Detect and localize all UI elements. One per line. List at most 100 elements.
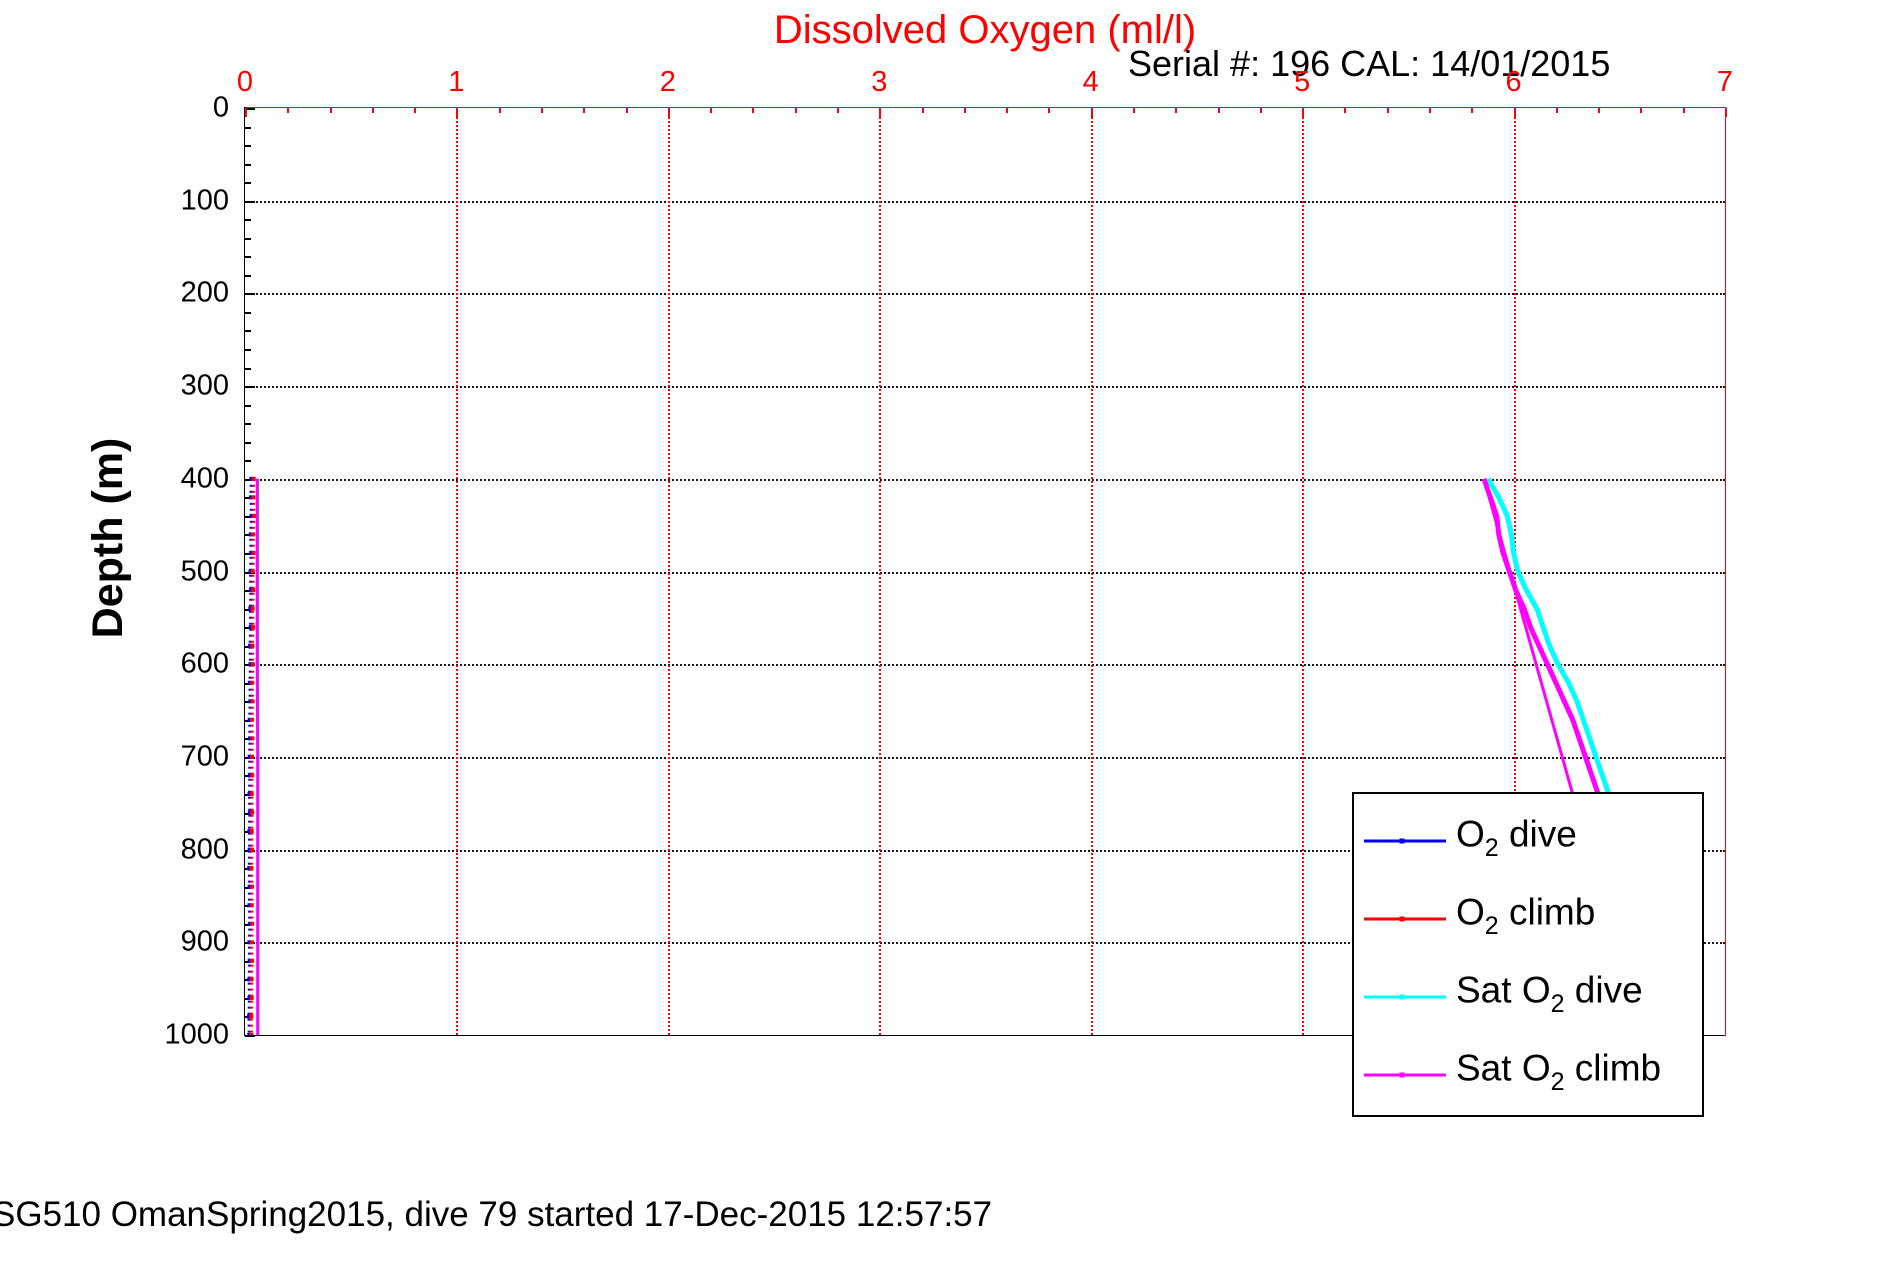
series-marker-o2-dive: [247, 903, 252, 908]
x-tick-label: 3: [871, 66, 888, 98]
legend-label-subscript: 2: [1550, 1067, 1565, 1096]
series-marker-o2-climb: [249, 1014, 254, 1019]
y-minor-tick-mark: [245, 515, 251, 518]
gridline-vertical: [1090, 108, 1093, 1035]
gridline-horizontal: [245, 478, 1725, 481]
y-minor-tick-mark: [245, 460, 251, 463]
y-tick-label: 900: [180, 925, 229, 958]
y-minor-tick-mark: [245, 701, 251, 704]
series-marker-o2-climb: [249, 977, 254, 982]
y-minor-tick-mark: [245, 349, 251, 352]
y-minor-tick-mark: [245, 627, 251, 630]
legend-item-dive-0[interactable]: O2 dive: [1354, 802, 1706, 880]
series-marker-o2-dive: [247, 884, 252, 889]
x-minor-tick-mark: [583, 108, 586, 113]
x-tick-label: 1: [448, 66, 465, 98]
gridline-horizontal: [245, 571, 1725, 574]
series-marker-o2-dive: [247, 940, 252, 945]
x-minor-tick-mark: [329, 108, 332, 113]
y-minor-tick-mark: [245, 311, 251, 314]
series-marker-o2-climb: [249, 1033, 254, 1035]
legend-label-pre: Sat O: [1456, 1047, 1551, 1089]
y-minor-tick-mark: [245, 423, 251, 426]
series-marker-o2-dive: [247, 995, 252, 1000]
y-minor-tick-mark: [245, 552, 251, 555]
series-marker-o2-climb: [250, 643, 255, 648]
legend-label: Sat O2 climb: [1456, 1048, 1661, 1102]
series-marker-o2-dive: [248, 699, 253, 704]
x-tick-label: 5: [1294, 66, 1311, 98]
legend-label-post: dive: [1564, 969, 1643, 1011]
legend-box[interactable]: O2 dive O2 climb Sat O2 dive Sat O2 climb: [1352, 792, 1704, 1117]
y-minor-tick-mark: [245, 219, 251, 222]
y-tick-label: 700: [180, 740, 229, 773]
y-tick-mark: [245, 108, 255, 110]
x-minor-tick-mark: [541, 108, 543, 113]
series-marker-o2-dive: [247, 810, 252, 815]
series-marker-o2-climb: [250, 680, 255, 685]
series-marker-o2-climb: [251, 513, 256, 518]
series-marker-o2-climb: [249, 995, 254, 1000]
y-minor-tick-mark: [245, 330, 251, 333]
y-tick-label: 1000: [164, 1018, 229, 1051]
series-marker-o2-climb: [249, 829, 254, 834]
legend-label-post: climb: [1564, 1047, 1662, 1089]
data-trace-layer: [245, 108, 1725, 1035]
legend-item-dive-2[interactable]: Sat O2 dive: [1354, 958, 1706, 1036]
series-marker-o2-climb: [249, 884, 254, 889]
legend-item-climb-3[interactable]: Sat O2 climb: [1354, 1036, 1706, 1114]
y-minor-tick-mark: [245, 738, 251, 741]
x-minor-tick-mark: [710, 108, 713, 113]
series-marker-o2-climb: [250, 606, 255, 611]
x-tick-mark: [1725, 108, 1727, 117]
y-minor-tick-mark: [245, 590, 251, 593]
gridline-horizontal: [245, 664, 1725, 667]
x-minor-tick-mark: [1682, 108, 1685, 113]
series-marker-o2-climb: [250, 773, 255, 778]
y-tick-mark: [245, 386, 255, 389]
y-minor-tick-mark: [245, 645, 251, 648]
x-minor-tick-mark: [498, 108, 501, 113]
y-tick-label: 400: [180, 462, 229, 495]
series-marker-o2-climb: [250, 699, 255, 704]
x-tick-label: 6: [1505, 66, 1522, 98]
x-minor-tick-mark: [1429, 108, 1431, 113]
gridline-horizontal: [245, 942, 1725, 945]
series-marker-o2-dive: [248, 588, 253, 593]
legend-label-subscript: 2: [1550, 989, 1565, 1018]
series-marker-o2-dive: [248, 569, 253, 574]
series-marker-o2-dive: [249, 550, 254, 555]
legend-label-pre: Sat O: [1456, 969, 1551, 1011]
series-marker-o2-dive: [247, 754, 252, 759]
y-tick-label: 500: [180, 555, 229, 587]
y-tick-label: 100: [180, 184, 229, 217]
series-marker-o2-climb: [249, 866, 254, 871]
legend-label: Sat O2 dive: [1456, 970, 1643, 1024]
y-minor-tick-mark: [245, 163, 251, 166]
series-marker-o2-dive: [247, 847, 252, 852]
x-minor-tick-mark: [287, 108, 290, 113]
legend-label-subscript: 2: [1484, 911, 1499, 940]
x-minor-tick-mark: [1344, 108, 1347, 113]
data-series-svg: [247, 476, 1671, 1035]
x-minor-tick-mark: [1048, 108, 1051, 113]
legend-item-climb-1[interactable]: O2 climb: [1354, 880, 1706, 958]
series-marker-o2-climb: [251, 495, 256, 500]
legend-label-pre: O: [1456, 813, 1485, 855]
x-minor-tick-mark: [1006, 108, 1009, 113]
y-minor-tick-mark: [245, 404, 251, 407]
legend-line-swatch: [1364, 1073, 1446, 1077]
series-marker-o2-dive: [247, 958, 252, 963]
x-tick-mark: [245, 108, 247, 117]
y-minor-tick-mark: [245, 256, 251, 259]
legend-label-post: dive: [1498, 813, 1577, 855]
y-tick-label: 600: [180, 647, 229, 680]
series-marker-o2-climb: [249, 847, 254, 852]
gridline-vertical: [456, 108, 459, 1035]
y-tick-mark: [245, 1035, 255, 1037]
x-minor-tick-mark: [1598, 108, 1601, 113]
legend-line-swatch: [1364, 995, 1446, 999]
x-tick-mark: [1090, 108, 1093, 117]
gridline-horizontal: [245, 200, 1725, 203]
